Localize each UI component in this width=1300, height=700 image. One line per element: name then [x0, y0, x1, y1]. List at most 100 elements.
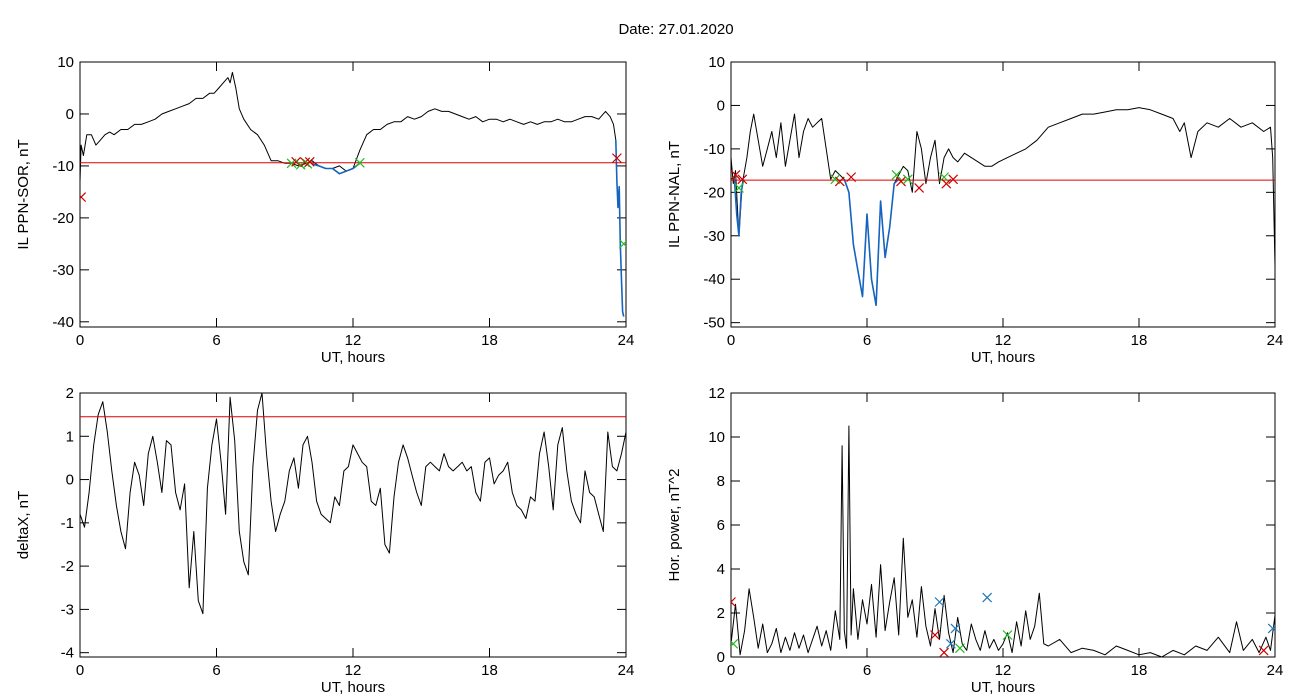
y-tick-label: 1	[66, 428, 74, 445]
marker-x	[982, 592, 993, 603]
panel-deltax: 0 6 12 18 24 2 1 0 -1 -2 -3 -4 UT, hours deltaX, nT	[15, 385, 634, 696]
y-tick-label: -40	[703, 271, 725, 288]
marker-x	[731, 597, 736, 607]
marker-x	[914, 183, 925, 193]
y-tick-label: -4	[61, 645, 74, 662]
y-tick-label: 8	[717, 473, 725, 490]
x-tick-label: 24	[618, 662, 635, 679]
plot-area	[80, 71, 626, 317]
marker-x	[955, 643, 965, 654]
event-trace	[311, 162, 361, 175]
y-axis-label: IL PPN-NAL, nT	[666, 141, 683, 248]
marker-x	[304, 156, 315, 167]
x-tick-label: 12	[995, 332, 1012, 349]
y-tick-label: 10	[708, 54, 725, 71]
x-tick-label: 24	[618, 332, 635, 349]
marker-x	[902, 174, 913, 185]
x-axis-label: UT, hours	[321, 349, 385, 366]
marker-x	[1258, 645, 1269, 656]
marker-x	[950, 623, 961, 634]
x-tick-label: 24	[1267, 662, 1284, 679]
marker-x	[737, 174, 748, 185]
y-tick-label: -50	[703, 315, 725, 332]
event-trace	[615, 139, 625, 317]
y-tick-label: 12	[708, 385, 725, 402]
event-trace	[733, 179, 745, 237]
y-axis-label: IL PPN-SOR, nT	[15, 139, 32, 249]
marker-x	[846, 172, 857, 183]
figure-title: Date: 27.01.2020	[618, 21, 733, 38]
y-tick-label: 0	[66, 472, 74, 489]
y-tick-label: -10	[52, 158, 74, 175]
y-tick-label: -3	[61, 601, 74, 618]
x-tick-label: 18	[481, 332, 498, 349]
y-tick-label: -30	[52, 262, 74, 279]
x-tick-label: 24	[1267, 332, 1284, 349]
marker-x	[930, 630, 940, 640]
plot-frame	[79, 61, 627, 328]
x-tick-label: 0	[76, 662, 84, 679]
marker-x	[731, 638, 739, 649]
plot-frame	[730, 392, 1276, 658]
x-tick-label: 18	[481, 662, 498, 679]
plot-area	[80, 393, 626, 615]
event-trace	[843, 178, 900, 307]
x-tick-label: 6	[863, 332, 871, 349]
x-tick-label: 12	[345, 662, 362, 679]
marker-x	[939, 172, 949, 183]
panel-ppn-sor: 0 6 12 18 24 10 0 -10 -20 -30 -40 UT, hours IL PPN-S…	[15, 54, 634, 366]
marker-x	[354, 157, 365, 168]
y-axis-label: Hor. power, nT^2	[666, 469, 683, 582]
series-line	[80, 71, 617, 182]
marker-x	[941, 178, 952, 189]
x-tick-label: 0	[727, 332, 735, 349]
x-tick-label: 18	[1131, 332, 1148, 349]
marker-x	[948, 174, 959, 185]
marker-x	[291, 156, 302, 167]
x-tick-label: 6	[212, 662, 220, 679]
y-tick-label: 0	[717, 97, 725, 114]
x-tick-label: 12	[345, 332, 362, 349]
marker-x	[834, 176, 845, 187]
y-tick-label: -20	[703, 184, 725, 201]
marker-x	[939, 647, 949, 657]
y-tick-label: 4	[717, 561, 725, 578]
y-tick-label: -1	[61, 515, 74, 532]
series-line	[731, 425, 1275, 657]
y-axis-label: deltaX, nT	[15, 491, 32, 559]
x-tick-label: 0	[76, 332, 84, 349]
series-line	[80, 393, 626, 615]
y-tick-label: 6	[717, 517, 725, 534]
marker-x	[1002, 630, 1013, 640]
x-axis-label: UT, hours	[971, 349, 1035, 366]
marker-x	[80, 192, 87, 203]
x-tick-label: 18	[1131, 662, 1148, 679]
x-tick-label: 0	[727, 662, 735, 679]
y-tick-label: -20	[52, 210, 74, 227]
series-line	[731, 107, 1275, 306]
x-tick-label: 12	[995, 662, 1012, 679]
x-tick-label: 6	[212, 332, 220, 349]
y-tick-label: -40	[52, 314, 74, 331]
marker-x	[618, 238, 626, 249]
y-tick-label: 2	[717, 605, 725, 622]
marker-x	[731, 170, 741, 180]
y-tick-label: 10	[708, 429, 725, 446]
x-axis-label: UT, hours	[321, 679, 385, 696]
marker-x	[896, 176, 906, 187]
y-tick-label: -30	[703, 228, 725, 245]
x-tick-label: 6	[863, 662, 871, 679]
marker-x	[934, 597, 945, 607]
panel-ppn-nal: 0 6 12 18 24 10 0 -10 -20 -30 -40 -50 UT, hours IL PP…	[666, 54, 1283, 366]
x-axis-label: UT, hours	[971, 679, 1035, 696]
y-tick-label: -2	[61, 558, 74, 575]
marker-x	[1267, 623, 1275, 634]
plot-frame	[730, 61, 1276, 328]
y-tick-label: 0	[717, 649, 725, 666]
marker-x	[891, 170, 902, 180]
marker-x	[611, 153, 622, 164]
y-tick-label: 10	[57, 54, 74, 71]
y-tick-label: 2	[66, 385, 74, 402]
